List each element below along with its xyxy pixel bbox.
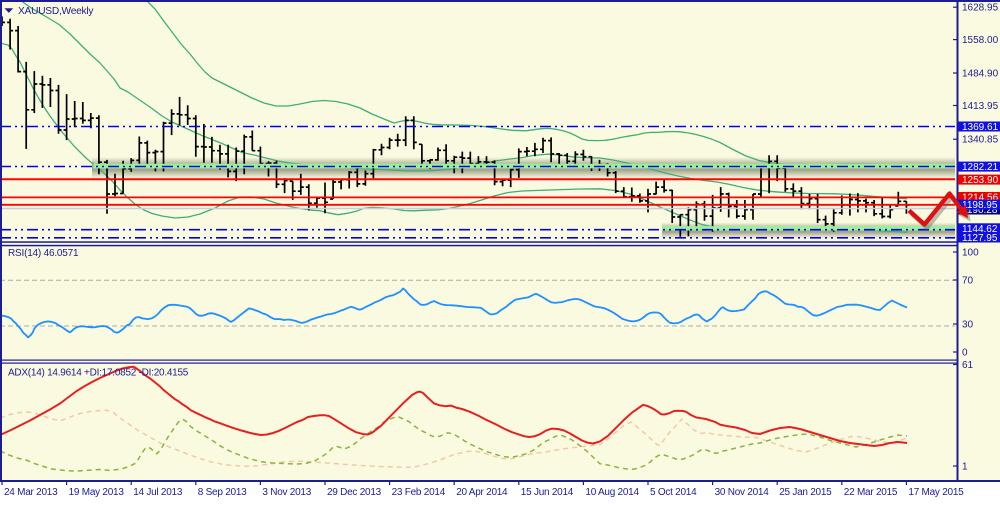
svg-text:17 May 2015: 17 May 2015 [908, 487, 964, 498]
svg-text:1190.28: 1190.28 [962, 205, 998, 216]
svg-text:61: 61 [962, 360, 974, 371]
svg-text:1340.85: 1340.85 [962, 135, 999, 146]
svg-text:15 Jun 2014: 15 Jun 2014 [521, 487, 574, 498]
svg-text:1253.90: 1253.90 [962, 175, 999, 186]
svg-text:10 Aug 2014: 10 Aug 2014 [585, 487, 639, 498]
svg-text:5 Oct 2014: 5 Oct 2014 [650, 487, 697, 498]
svg-text:30: 30 [962, 320, 974, 331]
svg-text:0: 0 [962, 348, 968, 359]
svg-text:1484.90: 1484.90 [962, 69, 999, 80]
svg-text:3 Nov 2013: 3 Nov 2013 [262, 487, 311, 498]
svg-text:1: 1 [962, 462, 968, 473]
svg-text:20 Apr 2014: 20 Apr 2014 [456, 487, 508, 498]
svg-text:70: 70 [962, 276, 974, 287]
svg-text:1198.95: 1198.95 [962, 200, 998, 211]
svg-text:14 Jul 2013: 14 Jul 2013 [133, 487, 183, 498]
svg-text:22 Mar 2015: 22 Mar 2015 [844, 487, 898, 498]
svg-text:ADX(14) 14.9614 +DI:17.0852 -D: ADX(14) 14.9614 +DI:17.0852 -DI:20.4155 [8, 368, 189, 379]
svg-text:1144.62: 1144.62 [962, 224, 998, 235]
svg-text:25 Jan 2015: 25 Jan 2015 [779, 487, 832, 498]
svg-text:1369.61: 1369.61 [962, 122, 999, 133]
svg-text:1127.95: 1127.95 [962, 233, 998, 244]
svg-text:29 Dec 2013: 29 Dec 2013 [327, 487, 382, 498]
svg-text:8 Sep 2013: 8 Sep 2013 [198, 487, 247, 498]
svg-text:1628.95: 1628.95 [962, 3, 999, 14]
svg-text:30 Nov 2014: 30 Nov 2014 [715, 487, 770, 498]
svg-text:RSI(14) 46.0571: RSI(14) 46.0571 [8, 248, 79, 259]
svg-text:23 Feb 2014: 23 Feb 2014 [392, 487, 446, 498]
svg-text:19 May 2013: 19 May 2013 [69, 487, 125, 498]
svg-text:24 Mar 2013: 24 Mar 2013 [4, 487, 58, 498]
svg-text:1282.21: 1282.21 [962, 162, 999, 173]
svg-text:1413.95: 1413.95 [962, 101, 999, 112]
svg-text:1558.00: 1558.00 [962, 35, 999, 46]
svg-text:1214.56: 1214.56 [962, 193, 999, 204]
svg-text:100: 100 [962, 248, 979, 259]
svg-text:XAUUSD,Weekly: XAUUSD,Weekly [18, 6, 94, 17]
